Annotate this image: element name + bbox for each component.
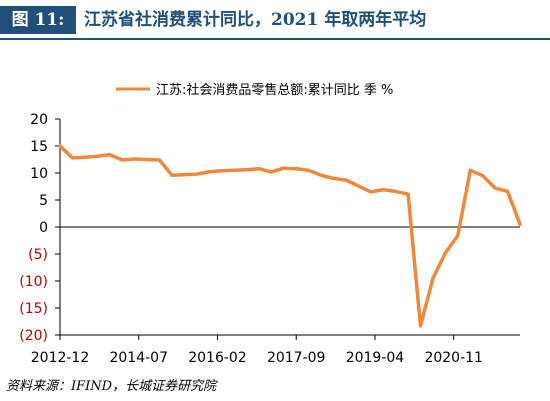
y-tick-label: 20 — [30, 112, 48, 128]
figure-label: 图 11: — [0, 6, 76, 34]
data-point — [207, 170, 211, 174]
data-point — [369, 190, 373, 194]
data-point — [456, 234, 460, 238]
data-point — [282, 166, 286, 170]
x-tick-label: 2016-02 — [188, 350, 247, 366]
x-tick-label: 2020-11 — [424, 350, 483, 366]
figure-header: 图 11: 江苏省社消费累计同比，2021 年取两年平均 — [0, 0, 550, 40]
data-point — [381, 188, 385, 192]
data-point — [332, 176, 335, 180]
data-point — [133, 157, 137, 161]
x-tick-label: 2014-07 — [109, 350, 168, 366]
data-point — [170, 173, 174, 177]
source-note: 资料来源：IFIND，长城证券研究院 — [6, 379, 217, 394]
figure-title: 江苏省社消费累计同比，2021 年取两年平均 — [84, 10, 427, 30]
data-point — [344, 178, 348, 182]
x-tick-label: 2019-04 — [346, 350, 405, 366]
y-axis: 20 15 10 5 0 (5) (10) (15) (20) — [19, 112, 61, 344]
data-point — [443, 251, 447, 255]
data-point — [269, 170, 273, 174]
data-point — [493, 186, 497, 190]
data-point — [232, 168, 236, 172]
series-points — [58, 144, 522, 328]
legend-label: 江苏:社会消费品零售总额:累计同比 季 % — [156, 82, 393, 98]
chart-legend: 江苏:社会消费品零售总额:累计同比 季 % — [116, 82, 393, 98]
data-point — [182, 173, 186, 177]
x-tick-label: 2017-09 — [267, 350, 326, 366]
data-point — [145, 158, 149, 161]
y-tick-label: (20) — [19, 328, 48, 344]
data-point — [95, 154, 99, 158]
data-point — [83, 155, 87, 159]
data-point — [245, 168, 248, 172]
x-tick-label: 2012-12 — [31, 350, 90, 366]
data-point — [294, 167, 298, 171]
data-point — [481, 174, 485, 178]
line-chart: 江苏:社会消费品零售总额:累计同比 季 % 20 15 10 5 0 (5) (10) (15… — [19, 82, 522, 366]
data-point — [307, 168, 311, 172]
data-point — [406, 192, 410, 196]
y-tick-label: 10 — [30, 166, 48, 182]
data-point — [468, 168, 472, 172]
data-point — [431, 276, 435, 280]
y-tick-label: (10) — [19, 274, 48, 290]
data-point — [356, 184, 360, 188]
data-point — [70, 156, 74, 160]
data-point — [419, 324, 422, 328]
y-tick-label: 0 — [39, 220, 48, 236]
x-axis: 2012-12 2014-07 2016-02 2017-09 2019-04 2020-… — [31, 334, 520, 366]
data-point — [257, 167, 261, 171]
data-point — [158, 158, 161, 162]
header-rule — [0, 38, 550, 40]
data-point — [394, 189, 398, 193]
data-point — [506, 189, 510, 193]
y-tick-label: (15) — [19, 301, 48, 317]
data-point — [120, 158, 124, 162]
y-tick-label: 15 — [30, 139, 48, 155]
series-line-jiangsu-retail — [58, 144, 522, 328]
data-point — [518, 222, 522, 226]
data-point — [195, 172, 199, 176]
y-tick-label: 5 — [39, 193, 48, 209]
data-point — [220, 169, 224, 173]
data-point — [319, 173, 323, 177]
data-point — [108, 153, 112, 157]
data-point — [58, 144, 62, 148]
y-tick-label: (5) — [28, 247, 48, 263]
